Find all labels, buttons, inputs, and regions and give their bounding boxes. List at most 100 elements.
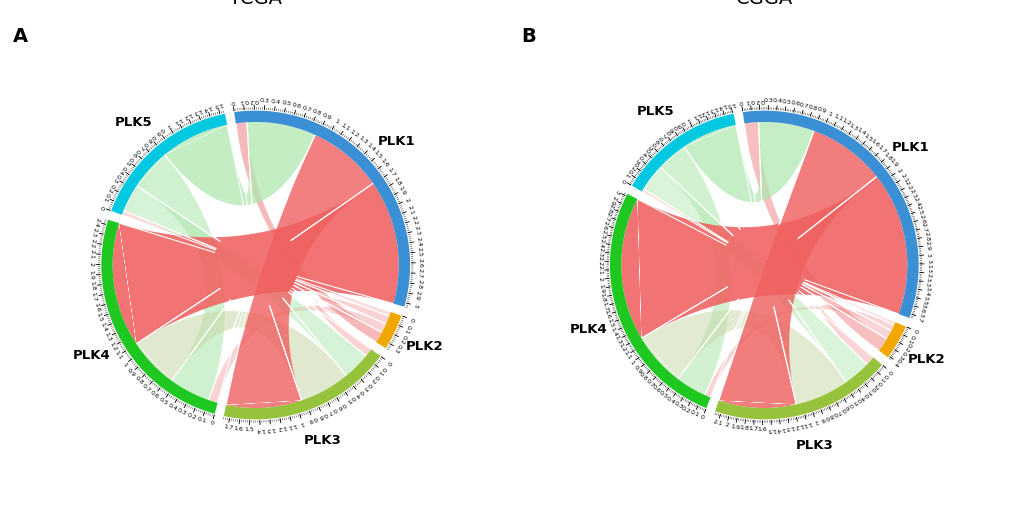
Text: 1.7: 1.7 bbox=[386, 166, 395, 178]
Text: 2.5: 2.5 bbox=[417, 247, 422, 257]
Text: 0.3: 0.3 bbox=[362, 381, 372, 391]
Text: 2.4: 2.4 bbox=[597, 238, 604, 249]
Text: 3.1: 3.1 bbox=[925, 259, 930, 269]
Text: 2.4: 2.4 bbox=[415, 236, 421, 246]
Text: 2.9: 2.9 bbox=[414, 289, 421, 300]
Text: PLK3: PLK3 bbox=[304, 434, 341, 447]
Text: 2.9: 2.9 bbox=[608, 194, 616, 205]
Text: 1.1: 1.1 bbox=[113, 350, 123, 361]
Text: 2.1: 2.1 bbox=[407, 205, 415, 216]
Text: 0.5: 0.5 bbox=[158, 396, 169, 406]
Text: 0.3: 0.3 bbox=[176, 408, 187, 417]
Text: 1.1: 1.1 bbox=[690, 111, 701, 119]
Text: 1.4: 1.4 bbox=[715, 102, 727, 110]
Polygon shape bbox=[223, 349, 380, 419]
Polygon shape bbox=[704, 306, 894, 398]
Polygon shape bbox=[609, 194, 710, 408]
Text: 2.8: 2.8 bbox=[922, 232, 928, 242]
Polygon shape bbox=[742, 111, 918, 318]
Text: 1: 1 bbox=[333, 119, 339, 125]
Text: 1.1: 1.1 bbox=[339, 122, 351, 132]
Text: 0.6: 0.6 bbox=[335, 401, 346, 410]
Text: PLK5: PLK5 bbox=[115, 116, 153, 129]
Text: 1.4: 1.4 bbox=[255, 427, 265, 432]
Polygon shape bbox=[659, 147, 730, 395]
Polygon shape bbox=[209, 306, 385, 403]
Text: 0.5: 0.5 bbox=[280, 100, 291, 107]
Text: 1.8: 1.8 bbox=[881, 151, 892, 162]
Text: 1.1: 1.1 bbox=[286, 422, 297, 429]
Text: 0.2: 0.2 bbox=[902, 341, 911, 352]
Text: 1.7: 1.7 bbox=[91, 291, 98, 302]
Text: 0.9: 0.9 bbox=[126, 367, 137, 378]
Text: 1.4: 1.4 bbox=[855, 127, 866, 137]
Text: 0.6: 0.6 bbox=[149, 390, 160, 400]
Text: 1.3: 1.3 bbox=[192, 107, 203, 116]
Text: 2.4: 2.4 bbox=[911, 197, 919, 208]
Text: 0.9: 0.9 bbox=[818, 414, 829, 422]
Text: 1.4: 1.4 bbox=[202, 104, 213, 112]
Text: 1.6: 1.6 bbox=[869, 138, 879, 148]
Text: 0.3: 0.3 bbox=[864, 385, 875, 395]
Text: 3.7: 3.7 bbox=[915, 312, 923, 323]
Text: 1.8: 1.8 bbox=[90, 280, 96, 291]
Text: 1.3: 1.3 bbox=[357, 135, 368, 145]
Polygon shape bbox=[101, 220, 217, 414]
Text: 3.6: 3.6 bbox=[918, 303, 925, 314]
Text: 0.1: 0.1 bbox=[403, 323, 411, 334]
Text: 0.1: 0.1 bbox=[101, 192, 110, 203]
Text: 1.7: 1.7 bbox=[875, 145, 887, 155]
Polygon shape bbox=[641, 310, 846, 404]
Text: 0.2: 0.2 bbox=[628, 160, 638, 171]
Text: 1.8: 1.8 bbox=[739, 425, 749, 431]
Text: 0.6: 0.6 bbox=[650, 384, 661, 394]
Text: 0.6: 0.6 bbox=[291, 102, 302, 109]
Text: 1.7: 1.7 bbox=[222, 424, 233, 430]
Text: 0.7: 0.7 bbox=[798, 102, 809, 109]
Polygon shape bbox=[878, 322, 905, 357]
Text: 1.3: 1.3 bbox=[848, 122, 858, 132]
Text: 0.8: 0.8 bbox=[638, 372, 648, 382]
Text: 1: 1 bbox=[628, 360, 635, 366]
Text: 2.4: 2.4 bbox=[93, 216, 101, 227]
Text: 0: 0 bbox=[408, 316, 414, 322]
Title: TCGA: TCGA bbox=[229, 0, 282, 8]
Text: 0.7: 0.7 bbox=[141, 383, 152, 393]
Text: 1.6: 1.6 bbox=[93, 302, 100, 312]
Text: 2.5: 2.5 bbox=[915, 205, 922, 216]
Text: 0.3: 0.3 bbox=[260, 98, 270, 103]
Text: 1.1: 1.1 bbox=[172, 116, 183, 125]
Text: 3: 3 bbox=[613, 189, 620, 195]
Text: 2.6: 2.6 bbox=[918, 214, 925, 225]
Text: 0: 0 bbox=[699, 414, 704, 420]
Text: 0.4: 0.4 bbox=[117, 164, 126, 175]
Text: PLK1: PLK1 bbox=[378, 135, 416, 148]
Text: 0.2: 0.2 bbox=[397, 333, 407, 344]
Text: 0.2: 0.2 bbox=[185, 412, 197, 421]
Text: 0.9: 0.9 bbox=[307, 416, 318, 423]
Polygon shape bbox=[234, 111, 410, 307]
Text: 1.5: 1.5 bbox=[862, 132, 873, 143]
Polygon shape bbox=[621, 176, 907, 338]
Text: 0.6: 0.6 bbox=[130, 147, 141, 158]
Text: 1.3: 1.3 bbox=[265, 426, 276, 432]
Text: 1: 1 bbox=[300, 420, 305, 426]
Text: 1.5: 1.5 bbox=[765, 427, 775, 432]
Text: 0.7: 0.7 bbox=[644, 378, 654, 388]
Text: 1.7: 1.7 bbox=[748, 426, 758, 432]
Polygon shape bbox=[643, 167, 866, 382]
Text: 0.3: 0.3 bbox=[111, 173, 120, 184]
Text: 2.9: 2.9 bbox=[923, 241, 929, 251]
Text: 1.3: 1.3 bbox=[707, 105, 718, 112]
Polygon shape bbox=[718, 131, 876, 408]
Polygon shape bbox=[684, 122, 813, 202]
Text: 1.2: 1.2 bbox=[616, 342, 626, 353]
Text: 1.2: 1.2 bbox=[792, 422, 803, 429]
Text: 2.8: 2.8 bbox=[416, 279, 422, 289]
Text: 2.3: 2.3 bbox=[413, 225, 420, 236]
Text: 0.1: 0.1 bbox=[623, 167, 633, 178]
Text: 0.8: 0.8 bbox=[826, 410, 838, 419]
Text: 0.6: 0.6 bbox=[652, 134, 663, 144]
Text: 0.1: 0.1 bbox=[688, 410, 699, 418]
Text: 0.1: 0.1 bbox=[238, 98, 249, 104]
